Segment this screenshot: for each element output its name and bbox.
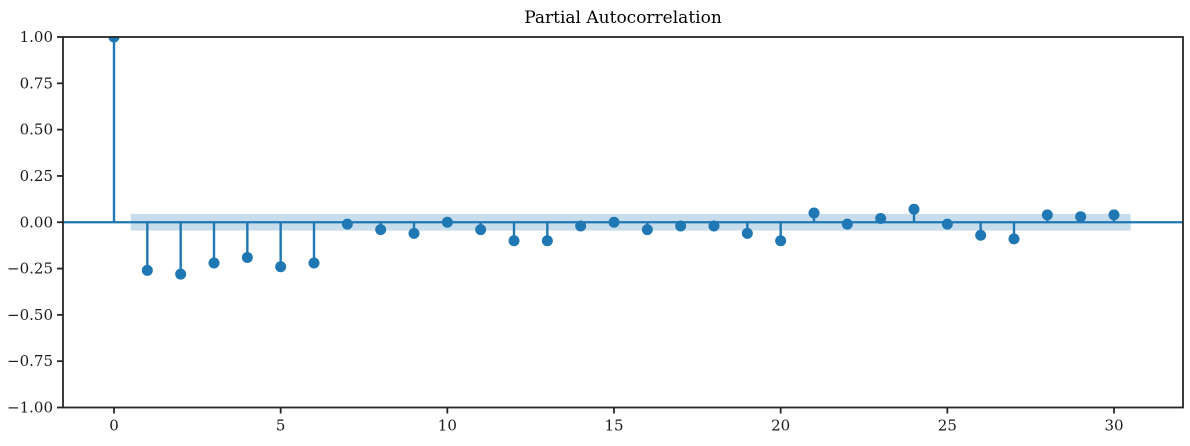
marker-lag-14	[575, 220, 587, 232]
marker-lag-3	[208, 257, 220, 269]
marker-lag-15	[608, 216, 620, 228]
marker-lag-10	[441, 216, 453, 228]
y-tick-label-−0.50: −0.50	[7, 306, 53, 324]
marker-lag-22	[841, 218, 853, 230]
x-tick-label-15: 15	[604, 417, 623, 435]
stem-series	[108, 37, 1120, 280]
marker-lag-24	[908, 203, 920, 215]
marker-lag-23	[875, 213, 887, 225]
marker-lag-1	[141, 264, 153, 276]
marker-lag-26	[975, 229, 987, 241]
marker-lag-11	[475, 224, 487, 236]
chart-title: Partial Autocorrelation	[524, 8, 722, 28]
y-tick-label-1.00: 1.00	[20, 28, 53, 46]
y-tick-label-−0.75: −0.75	[7, 352, 53, 370]
x-tick-label-20: 20	[771, 417, 790, 435]
x-tick-label-10: 10	[438, 417, 457, 435]
marker-lag-18	[708, 220, 720, 232]
marker-lag-20	[775, 235, 787, 247]
marker-lag-4	[241, 251, 253, 263]
marker-lag-7	[341, 218, 353, 230]
x-tick-label-5: 5	[276, 417, 286, 435]
y-tick-label-0.00: 0.00	[20, 213, 53, 231]
marker-lag-28	[1041, 209, 1053, 221]
marker-lag-29	[1075, 211, 1087, 223]
marker-lag-6	[308, 257, 320, 269]
marker-lag-0	[108, 37, 120, 43]
marker-lag-16	[641, 224, 653, 236]
x-tick-label-30: 30	[1104, 417, 1123, 435]
y-tick-label-0.25: 0.25	[20, 167, 53, 185]
marker-lag-13	[541, 235, 553, 247]
marker-lag-25	[941, 218, 953, 230]
marker-lag-9	[408, 227, 420, 239]
marker-lag-12	[508, 235, 520, 247]
y-tick-label-−1.00: −1.00	[7, 399, 53, 417]
marker-lag-2	[175, 268, 187, 280]
y-tick-label-0.75: 0.75	[20, 74, 53, 92]
marker-lag-5	[275, 261, 287, 273]
y-tick-label-0.50: 0.50	[20, 121, 53, 139]
x-tick-label-25: 25	[938, 417, 957, 435]
marker-lag-19	[741, 227, 753, 239]
marker-lag-27	[1008, 233, 1020, 245]
marker-lag-8	[375, 224, 387, 236]
x-tick-label-0: 0	[109, 417, 119, 435]
y-tick-label-−0.25: −0.25	[7, 260, 53, 278]
marker-lag-17	[675, 220, 687, 232]
marker-lag-21	[808, 207, 820, 219]
marker-lag-30	[1108, 209, 1120, 221]
